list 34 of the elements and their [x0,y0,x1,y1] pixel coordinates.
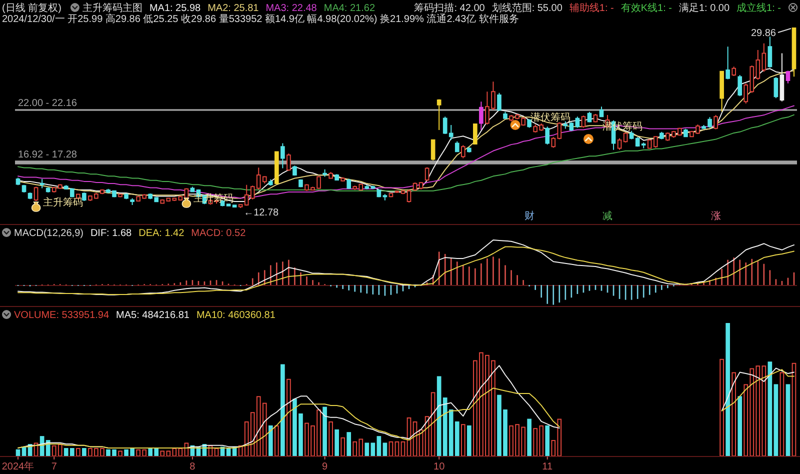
text: MA10: 460360.81 [196,310,276,321]
text: MA5: 484216.81 [116,310,190,321]
x-tick-label: 2024年 [2,460,34,472]
text: 满足1: 0.00 [678,2,730,14]
x-tick-label: 10 [434,462,446,472]
text: MA1: 25.98 [149,3,202,14]
text: 辅助线1: - [569,2,614,14]
chart-title: (日线 前复权) [2,2,62,14]
text: 有效K线1: - [620,2,672,14]
text: 筹码扫描: 42.00 [414,2,486,14]
band-label: 16.92 - 17.28 [18,150,78,161]
x-tick-label: 11 [542,462,553,472]
text: DEA: 1.42 [138,228,185,239]
text: VOLUME: 533951.94 [14,310,110,321]
annotation: ←12.78 [244,208,280,218]
x-tick-label: 9 [322,462,328,472]
text: 涨 [710,210,721,222]
text: 成立线1: - [736,2,782,14]
band-label: 22.00 - 22.16 [18,98,78,110]
legend-title: 主升筹码主图 [82,2,142,14]
x-tick-label: 8 [190,462,196,472]
text: 财 [524,210,534,222]
text: MA2: 25.81 [208,3,260,14]
text: 减 [602,210,613,222]
annotation: 主升筹码 [43,196,84,208]
text: MACD: 0.52 [191,228,246,239]
chart-subtitle: 2024/12/30/一 开25.99 高29.86 低25.25 收29.86 量533952 额14.9亿 幅4.98(20.02%) 换21.99% 流通2.43亿 软件服务 [2,13,519,25]
annotation: 29.86 [750,28,776,39]
text: 划线范围: 55.00 [492,2,563,14]
text: MA3: 22.48 [266,3,318,14]
text: DIF: 1.68 [90,228,132,239]
text: MA4: 21.62 [324,3,376,14]
x-tick-label: 7 [51,462,58,472]
legend-title: MACD(12,26,9) [14,228,84,239]
